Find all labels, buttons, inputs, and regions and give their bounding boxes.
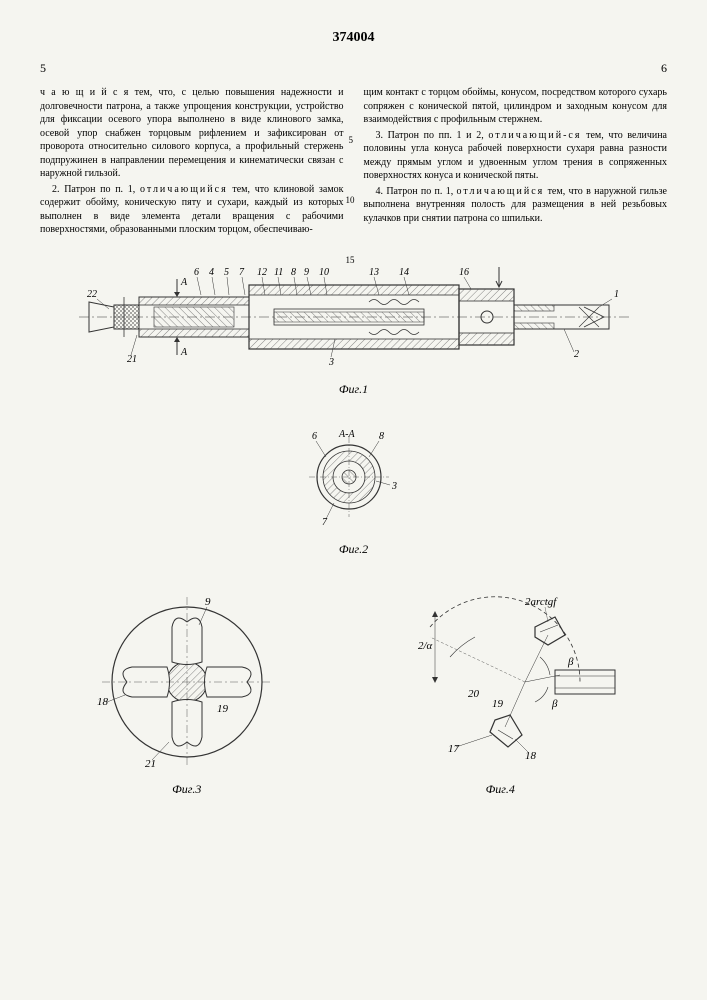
callout-9: 9	[304, 267, 309, 278]
column-left: ч а ю щ и й с я тем, что, с целью повыше…	[40, 86, 344, 237]
callout-8: 8	[291, 267, 296, 278]
callout-12: 12	[257, 267, 267, 278]
fig2-label: Фиг.2	[40, 542, 667, 557]
callout-fig4-20: 20	[468, 688, 480, 700]
callout-14: 14	[399, 267, 409, 278]
section-mark-a-top: A	[180, 277, 188, 288]
page-number-right: 6	[661, 61, 667, 76]
callout-fig3-18: 18	[97, 696, 109, 708]
bottom-figures-row: 9 18 19 21 Фиг.3	[40, 587, 667, 797]
col1-para1: ч а ю щ и й с я тем, что, с целью повыше…	[40, 86, 344, 181]
fig3-svg: 9 18 19 21	[87, 587, 287, 777]
fig1-label: Фиг.1	[40, 382, 667, 397]
callout-21: 21	[127, 354, 137, 365]
callout-1: 1	[614, 289, 619, 300]
figure-3: 9 18 19 21 Фиг.3	[87, 587, 287, 797]
callout-fig3-21: 21	[145, 758, 156, 770]
callout-5: 5	[224, 267, 229, 278]
angle-label-2arctgf: 2arctgf	[525, 596, 558, 608]
line-marker-15: 15	[346, 254, 355, 266]
column-right: 5 10 15 щим контакт с торцом обоймы, кон…	[364, 86, 668, 237]
section-label-aa: A-A	[338, 429, 355, 440]
callout-fig2-7: 7	[322, 517, 328, 528]
callout-2: 2	[574, 349, 579, 360]
callout-fig4-17: 17	[448, 743, 460, 755]
figure-2: 6 A-A 8 3 7 Фиг.2	[40, 427, 667, 557]
callout-16: 16	[459, 267, 469, 278]
callout-6: 6	[194, 267, 199, 278]
col2-p2-spaced: отличающий-ся	[488, 130, 581, 141]
callout-3: 3	[328, 357, 334, 368]
page-number-left: 5	[40, 61, 46, 76]
line-marker-10: 10	[346, 194, 355, 206]
fig3-label: Фиг.3	[87, 782, 287, 797]
col1-p2-spaced: отличающийся	[140, 184, 228, 195]
callout-fig4-18: 18	[525, 750, 537, 762]
fig1-svg: A A 22 6 4 5 7 12 11 8 9 10 13	[79, 257, 629, 377]
figure-4: 2arctgf 2/α β β 20 19 17 18 Фиг.4	[380, 587, 620, 797]
callout-10: 10	[319, 267, 329, 278]
figures-section: A A 22 6 4 5 7 12 11 8 9 10 13	[40, 257, 667, 797]
figure-1: A A 22 6 4 5 7 12 11 8 9 10 13	[40, 257, 667, 397]
angle-label-2alpha: 2/α	[418, 640, 433, 652]
col2-para3: 4. Патрон по п. 1, отличающийся тем, что…	[364, 185, 668, 226]
section-mark-a-bot: A	[180, 347, 188, 358]
angle-label-beta1: β	[567, 656, 574, 668]
text-content: ч а ю щ и й с я тем, что, с целью повыше…	[40, 86, 667, 237]
col2-p2-lead: 3. Патрон по пп. 1 и 2,	[376, 130, 489, 141]
callout-fig4-19: 19	[492, 698, 504, 710]
document-number: 374004	[40, 30, 667, 46]
col2-p3-spaced: отличающийся	[457, 186, 545, 197]
callout-7: 7	[239, 267, 245, 278]
col2-para1: щим контакт с торцом обоймы, конусом, по…	[364, 86, 668, 127]
col2-para2: 3. Патрон по пп. 1 и 2, отличающий-ся те…	[364, 129, 668, 183]
callout-fig2-3: 3	[391, 481, 397, 492]
angle-label-beta2: β	[551, 698, 558, 710]
fig4-label: Фиг.4	[380, 782, 620, 797]
page-numbers-row: 5 6	[40, 61, 667, 76]
callout-fig3-9: 9	[205, 596, 211, 608]
callout-22: 22	[87, 289, 97, 300]
callout-4: 4	[209, 267, 214, 278]
col1-para2: 2. Патрон по п. 1, отличающийся тем, что…	[40, 183, 344, 237]
callout-13: 13	[369, 267, 379, 278]
callout-fig2-8: 8	[379, 431, 384, 442]
col1-p2-lead: 2. Патрон по п. 1,	[52, 184, 140, 195]
col2-p3-lead: 4. Патрон по п. 1,	[376, 186, 457, 197]
callout-fig3-19: 19	[217, 703, 229, 715]
fig2-svg: 6 A-A 8 3 7	[284, 427, 424, 537]
callout-fig2-6: 6	[312, 431, 317, 442]
line-marker-5: 5	[349, 134, 354, 146]
fig4-svg: 2arctgf 2/α β β 20 19 17 18	[380, 587, 620, 777]
callout-11: 11	[274, 267, 283, 278]
